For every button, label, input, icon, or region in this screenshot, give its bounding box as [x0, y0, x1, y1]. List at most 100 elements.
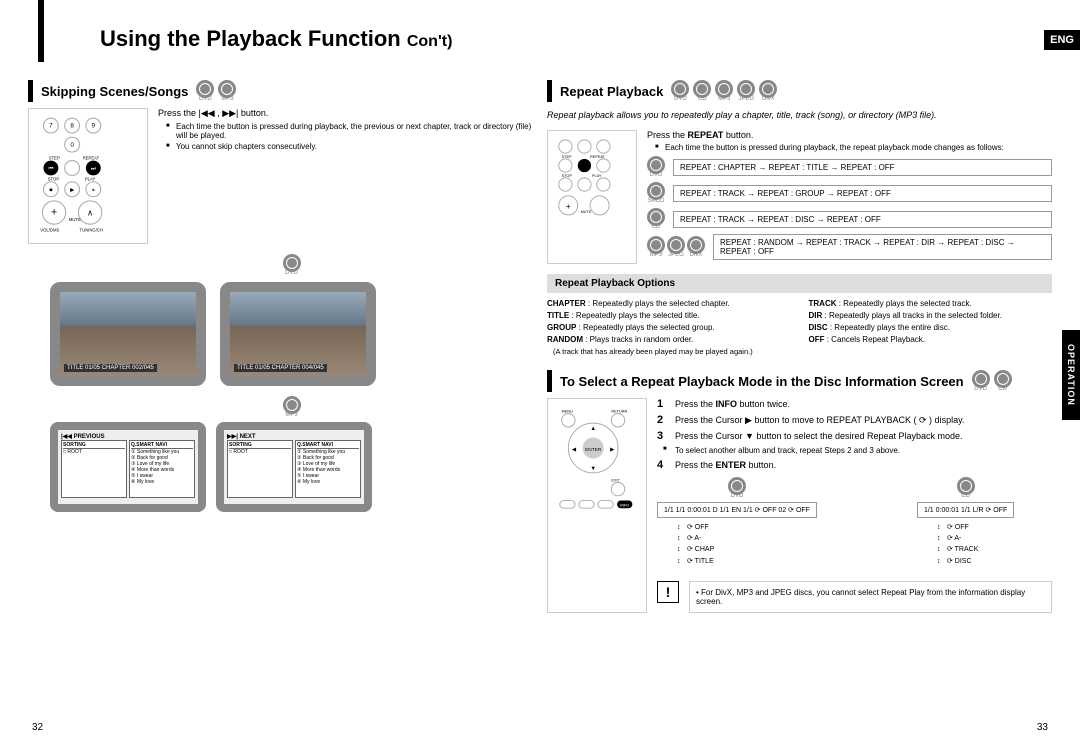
td0: ⟳ OFF — [687, 522, 817, 533]
skipping-heading: Skipping Scenes/Songs DVD MP3 — [28, 80, 533, 102]
svg-text:PLAY: PLAY — [592, 174, 602, 178]
step-3: Press the Cursor ▼ button to select the … — [675, 431, 963, 441]
tc1: ⟳ A- — [947, 533, 1014, 544]
tree-dvd: ⟳ OFF ⟳ A- ⟳ CHAP ⟳ TITLE — [657, 518, 817, 567]
screen-1: TITLE 01/05 CHAPTER 002/045 — [50, 282, 206, 386]
repeat-title: Repeat Playback — [560, 84, 663, 99]
root-item2: □ ROOT — [229, 449, 291, 455]
track-list: ① Something like you ② Back for good ③ L… — [131, 449, 193, 485]
svg-text:0: 0 — [70, 142, 74, 149]
svg-text:∧: ∧ — [87, 208, 93, 218]
step-sub: To select another album and track, repea… — [657, 446, 1052, 455]
svg-text:◀: ◀ — [572, 447, 577, 453]
step-2-n: 2 — [657, 414, 669, 426]
svg-text:9: 9 — [92, 123, 96, 130]
dvd-badge-label: DVD — [285, 270, 298, 276]
info-dvd-bar: 1/1 1/1 0:00:01 D 1/1 EN 1/1 ⟳ OFF 02 ⟳ … — [657, 502, 817, 518]
skip-main-instr: Press the |◀◀ , ▶▶| button. — [158, 108, 533, 119]
info-cd-bar: 1/1 0:00:01 1/1 L/R ⟳ OFF — [917, 502, 1014, 518]
m3b2: DivX — [690, 252, 703, 258]
tree-cd: ⟳ OFF ⟳ A- ⟳ TRACK ⟳ DISC — [917, 518, 1014, 567]
svg-text:+: + — [51, 207, 57, 219]
idvd: DVD — [731, 493, 744, 499]
svg-text:▶: ▶ — [70, 187, 74, 193]
rb3: JPEG — [739, 96, 755, 102]
page-title: Using the Playback Function Con't) — [38, 0, 1080, 62]
options-grid: CHAPTER : Repeatedly plays the selected … — [547, 293, 1052, 362]
opt-k2: TITLE — [547, 311, 569, 320]
opt-k1: TRACK — [809, 299, 837, 308]
opt-k0: CHAPTER — [547, 299, 586, 308]
svg-text:MUTE: MUTE — [581, 210, 592, 214]
repeat-bullet: Each time the button is pressed during p… — [655, 143, 1052, 152]
opt-v6: : Plays tracks in random order. — [585, 335, 693, 344]
opt-k6: RANDOM — [547, 335, 583, 344]
icd: CD — [961, 493, 970, 499]
opt-k3: DIR — [809, 311, 823, 320]
mp3-solo-badge: MP3 — [50, 396, 533, 418]
mode-1: REPEAT : TRACK → REPEAT : GROUP → REPEAT… — [673, 185, 1052, 202]
warning-row: ! • For DivX, MP3 and JPEG discs, you ca… — [657, 581, 1052, 613]
skipping-badges: DVD MP3 — [196, 80, 236, 102]
warning-icon: ! — [657, 581, 679, 603]
repeat-instr: STEPREPEAT STOPPLAY + MUTE Press the REP… — [547, 130, 1052, 264]
mp3-screens: |◀◀ PREVIOUS SORTING□ ROOT Q.SMART NAVI①… — [50, 422, 533, 512]
step-4-n: 4 — [657, 459, 669, 471]
warning-text: • For DivX, MP3 and JPEG discs, you cann… — [689, 581, 1052, 613]
nav-hdr: Q.SMART NAVI — [131, 442, 193, 449]
badge-mp3: MP3 — [221, 96, 233, 102]
rb0: DVD — [674, 96, 687, 102]
td1: ⟳ A- — [687, 533, 817, 544]
repeat-modes-table: DVDREPEAT : CHAPTER → REPEAT : TITLE → R… — [647, 156, 1052, 260]
m0b: DVD — [650, 172, 663, 178]
svg-text:■: ■ — [49, 187, 52, 193]
sort-hdr: SORTING — [63, 442, 125, 449]
side-tab: OPERATION — [1062, 330, 1080, 420]
svg-text:⏭: ⏭ — [91, 166, 96, 172]
svg-text:STOP: STOP — [562, 174, 573, 178]
svg-text:▼: ▼ — [590, 466, 596, 472]
sb1: CD — [998, 386, 1007, 392]
root-item: □ ROOT — [63, 449, 125, 455]
opt-k7: OFF — [809, 335, 825, 344]
skipping-title: Skipping Scenes/Songs — [41, 84, 188, 99]
options-heading: Repeat Playback Options — [547, 274, 1052, 293]
svg-text:STEP: STEP — [49, 156, 60, 161]
repeat-heading: Repeat Playback DVD CD MP3 JPEG DivX — [547, 80, 1052, 102]
svg-text:⏸: ⏸ — [92, 187, 95, 193]
step-3-n: 3 — [657, 430, 669, 442]
badge-dvd: DVD — [199, 96, 212, 102]
opt-v5: : Repeatedly plays the entire disc. — [830, 323, 950, 332]
track-list2: ① Something like you ② Back for good ③ L… — [297, 449, 359, 485]
info-screens: DVD 1/1 1/1 0:00:01 D 1/1 EN 1/1 ⟳ OFF 0… — [657, 477, 1052, 567]
svg-text:STEP: STEP — [562, 155, 572, 159]
svg-text:REPEAT: REPEAT — [590, 155, 606, 159]
prev-screen: |◀◀ PREVIOUS SORTING□ ROOT Q.SMART NAVI①… — [50, 422, 206, 512]
svg-text:7: 7 — [49, 123, 53, 130]
page-title-cont: Con't) — [407, 33, 453, 50]
skip-instructions: 7 8 9 0 STEPREPEAT ⏮ ⏭ STOPPLAY ■ ▶ ⏸ + … — [28, 108, 533, 244]
rb2: MP3 — [718, 96, 730, 102]
mode-3: REPEAT : RANDOM → REPEAT : TRACK → REPEA… — [713, 234, 1052, 260]
m3b0: MP3 — [650, 252, 662, 258]
repeat-intro: Repeat playback allows you to repeatedly… — [547, 108, 1052, 126]
tc0: ⟳ OFF — [947, 522, 1014, 533]
dvd-screens: TITLE 01/05 CHAPTER 002/045 TITLE 01/05 … — [50, 282, 533, 386]
m2b: CD — [652, 224, 661, 230]
svg-text:+: + — [566, 201, 571, 211]
nav-hdr2: Q.SMART NAVI — [297, 442, 359, 449]
svg-text:MUTE: MUTE — [69, 217, 81, 222]
repeat-badges: DVD CD MP3 JPEG DivX — [671, 80, 777, 102]
td2: ⟳ CHAP — [687, 544, 817, 555]
step-4: Press the ENTER button. — [675, 460, 776, 470]
skip-bullet-2: You cannot skip chapters consecutively. — [166, 142, 533, 151]
screen-2-label: TITLE 01/05 CHAPTER 004/045 — [234, 364, 327, 372]
opt-v2: : Repeatedly plays the selected title. — [571, 311, 699, 320]
step-2: Press the Cursor ▶ button to move to REP… — [675, 415, 964, 426]
screen-2: TITLE 01/05 CHAPTER 004/045 — [220, 282, 376, 386]
opt-v7: : Cancels Repeat Playback. — [827, 335, 925, 344]
opt-v4: : Repeatedly plays the selected group. — [579, 323, 715, 332]
tc2: ⟳ TRACK — [947, 544, 1014, 555]
svg-text:STOP: STOP — [48, 177, 60, 182]
mp3-badge-label: MP3 — [285, 412, 297, 418]
